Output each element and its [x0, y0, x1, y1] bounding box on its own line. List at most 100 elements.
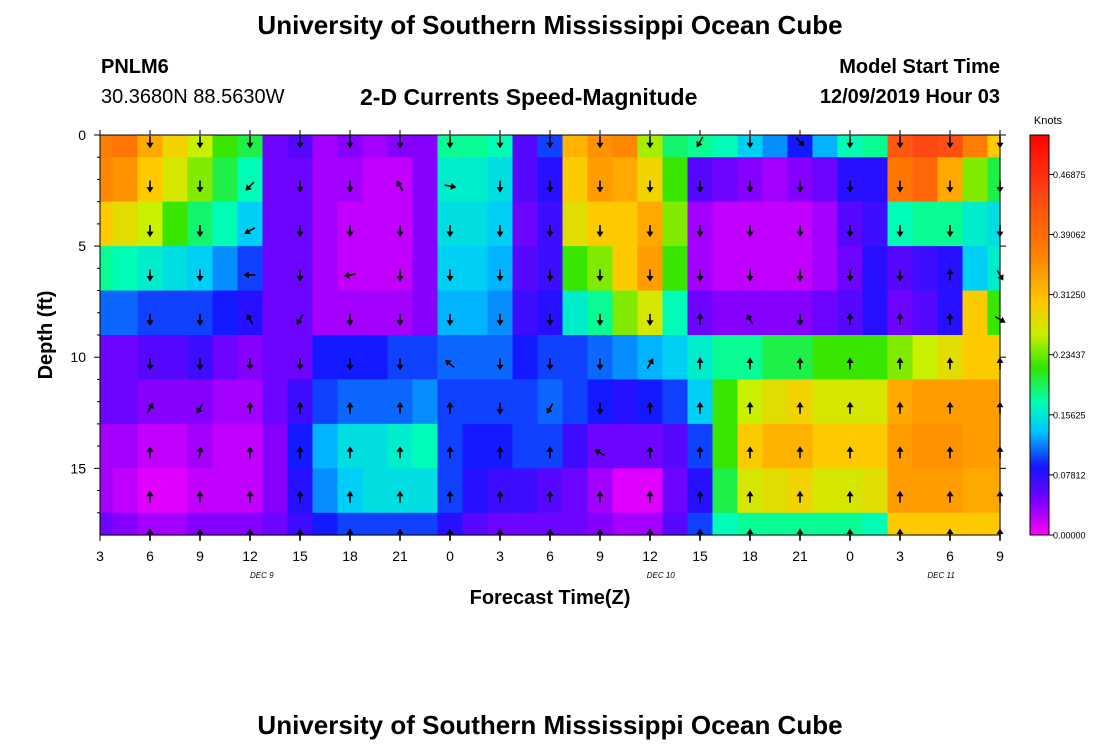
heatmap-cell — [137, 201, 164, 247]
direction-arrow — [146, 402, 154, 414]
footer-title: University of Southern Mississippi Ocean… — [257, 710, 843, 740]
direction-arrow — [946, 225, 954, 238]
heatmap-cell — [762, 423, 789, 469]
heatmap-cell — [162, 157, 189, 203]
direction-arrow — [496, 180, 504, 193]
heatmap-cell — [787, 246, 814, 292]
heatmap-cell — [262, 246, 289, 292]
heatmap-cell — [387, 290, 414, 336]
heatmap-cell — [787, 468, 814, 514]
heatmap-cell — [237, 512, 264, 536]
colorbar-tick-label: 0.46875 — [1053, 170, 1086, 180]
heatmap-cell — [287, 201, 314, 247]
direction-arrow — [946, 401, 954, 414]
heatmap-cell — [812, 335, 839, 381]
direction-arrow — [946, 268, 954, 281]
direction-arrow — [146, 358, 154, 371]
heatmap-cell — [662, 157, 689, 203]
direction-arrow — [946, 446, 954, 459]
direction-arrow — [846, 136, 854, 149]
heatmap-cell — [262, 512, 289, 536]
heatmap-cell — [862, 157, 889, 203]
direction-arrow — [596, 358, 604, 371]
direction-arrow — [646, 358, 654, 370]
direction-arrow — [594, 449, 606, 457]
heatmap-cell — [937, 423, 964, 469]
heatmap-cell — [662, 201, 689, 247]
heatmap-cell — [137, 379, 164, 425]
heatmap-cell — [100, 157, 114, 203]
direction-arrow — [246, 313, 254, 325]
direction-arrow — [746, 490, 754, 503]
heatmap-cell — [787, 290, 814, 336]
heatmap-cell — [162, 201, 189, 247]
heatmap-cell — [912, 423, 939, 469]
heatmap-cell — [262, 135, 289, 158]
direction-arrow — [146, 313, 154, 326]
y-tick-label: 5 — [78, 238, 86, 254]
heatmap-cell — [162, 423, 189, 469]
heatmap-cell — [412, 335, 439, 381]
direction-arrow — [246, 136, 254, 149]
heatmap-cell — [312, 468, 339, 514]
direction-arrow — [546, 180, 554, 193]
heatmap-cell — [812, 512, 839, 536]
heatmap-cell — [637, 201, 664, 247]
heatmap-cell — [362, 157, 389, 203]
heatmap-cell — [837, 335, 864, 381]
y-tick-label: 0 — [78, 127, 86, 143]
direction-arrow — [946, 357, 954, 370]
direction-arrow — [246, 490, 254, 503]
heatmap-cell — [612, 246, 639, 292]
heatmap-cell — [812, 379, 839, 425]
heatmap-cell — [587, 423, 614, 469]
heatmap-cell — [762, 335, 789, 381]
heatmap-cell — [312, 423, 339, 469]
colorbar-tick-label: 0.00000 — [1053, 531, 1086, 541]
heatmap-cell — [362, 201, 389, 247]
heatmap-cell — [737, 246, 764, 292]
direction-arrow — [296, 401, 304, 414]
heatmap-cell — [962, 468, 989, 514]
heatmap-cell — [887, 335, 914, 381]
heatmap-cell — [387, 468, 414, 514]
heatmap-cell — [962, 512, 989, 536]
direction-arrow — [846, 225, 854, 238]
x-tick-label: 6 — [946, 548, 954, 564]
heatmap-cell — [362, 468, 389, 514]
direction-arrow — [496, 313, 504, 326]
direction-arrow — [296, 314, 304, 326]
heatmap-cell — [512, 246, 539, 292]
heatmap-cell — [637, 512, 664, 536]
direction-arrow — [596, 490, 604, 503]
heatmap-cell — [237, 379, 264, 425]
heatmap-cell — [287, 379, 314, 425]
heatmap-cell — [212, 512, 239, 536]
heatmap-cell — [937, 468, 964, 514]
direction-arrow — [146, 136, 154, 149]
heatmap-cell — [812, 290, 839, 336]
direction-arrow — [846, 490, 854, 503]
heatmap-cell — [337, 157, 364, 203]
heatmap-cell — [712, 512, 739, 536]
heatmap-cell — [487, 379, 514, 425]
x-tick-label: 15 — [292, 548, 308, 564]
direction-arrow — [746, 269, 754, 282]
heatmap-cell — [162, 246, 189, 292]
colorbar-tick-label: 0.23437 — [1053, 350, 1086, 360]
heatmap-cell — [212, 290, 239, 336]
heatmap-cell — [137, 335, 164, 381]
heatmap-cell — [837, 201, 864, 247]
heatmap-cell — [412, 201, 439, 247]
direction-arrow — [496, 136, 504, 149]
heatmap-cell — [162, 379, 189, 425]
x-tick-label: 12 — [642, 548, 658, 564]
heatmap-cell — [912, 512, 939, 536]
heatmap-cell — [437, 379, 464, 425]
heatmap-cell — [762, 201, 789, 247]
heatmap-cell — [687, 423, 714, 469]
heatmap-cell — [637, 157, 664, 203]
heatmap-cell — [100, 135, 114, 158]
heatmap-cell — [512, 379, 539, 425]
direction-arrow — [346, 446, 354, 459]
